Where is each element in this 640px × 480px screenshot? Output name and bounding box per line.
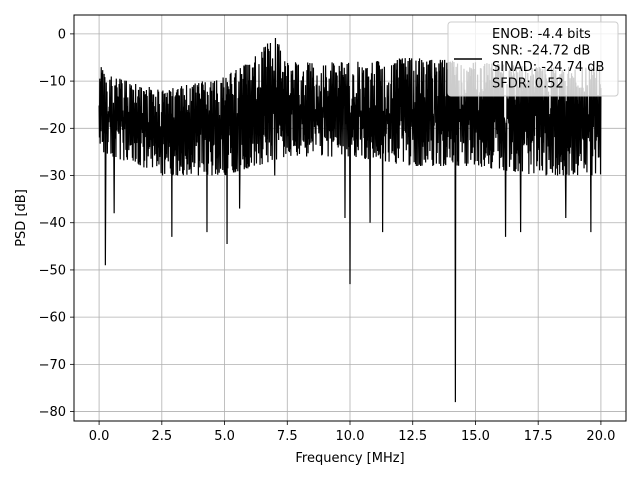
- legend-snr: SNR: -24.72 dB: [492, 44, 590, 59]
- y-tick-label: −50: [39, 263, 66, 278]
- legend-box: [447, 21, 619, 97]
- y-tick-label: −10: [39, 75, 66, 90]
- psd-line: [98, 37, 602, 403]
- y-tick-label: 0: [58, 27, 66, 42]
- x-tick-label: 0.0: [89, 429, 110, 444]
- x-axis-label: Frequency [MHz]: [295, 451, 404, 466]
- legend-enob: ENOB: -4.4 bits: [492, 27, 591, 42]
- y-tick-label: −70: [39, 358, 66, 373]
- x-tick-label: 20.0: [586, 429, 615, 444]
- legend-sinad: SINAD: -24.74 dB: [492, 60, 604, 75]
- x-axis-ticks: 0.0 2.5 5.0 7.5 10.0 12.5 15.0 17.5 20.0: [89, 421, 615, 444]
- x-tick-label: 7.5: [277, 429, 298, 444]
- psd-series: [98, 37, 602, 403]
- x-tick-label: 10.0: [336, 429, 365, 444]
- x-tick-label: 5.0: [214, 429, 235, 444]
- x-tick-label: 12.5: [398, 429, 427, 444]
- x-tick-label: 17.5: [524, 429, 553, 444]
- y-tick-label: −30: [39, 169, 66, 184]
- y-axis-label: PSD [dB]: [14, 189, 29, 247]
- x-tick-label: 15.0: [461, 429, 490, 444]
- x-tick-label: 2.5: [151, 429, 172, 444]
- y-axis-ticks: 0 −10 −20 −30 −40 −50 −60 −70 −80: [39, 27, 74, 420]
- legend: ENOB: -4.4 bits SNR: -24.72 dB SINAD: -2…: [447, 21, 619, 97]
- y-tick-label: −60: [39, 311, 66, 326]
- y-tick-label: −80: [39, 405, 66, 420]
- y-tick-label: −40: [39, 216, 66, 231]
- y-tick-label: −20: [39, 122, 66, 137]
- legend-sfdr: SFDR: 0.52: [492, 77, 564, 92]
